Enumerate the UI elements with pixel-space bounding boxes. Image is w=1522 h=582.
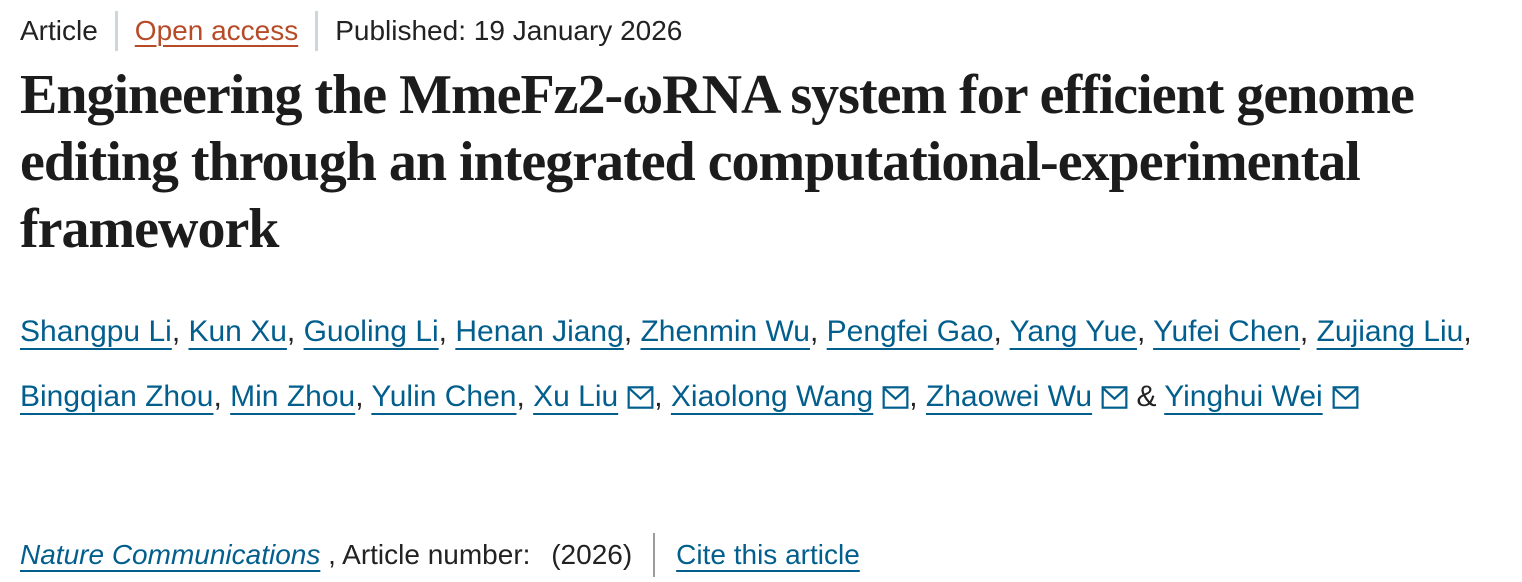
divider — [114, 11, 118, 51]
journal-citation: Nature Communications , Article number: … — [20, 535, 632, 575]
published-info: Published: 19 January 2026 — [335, 11, 682, 51]
author-link[interactable]: Yang Yue — [1009, 315, 1137, 348]
author-separator: , — [1463, 315, 1472, 348]
author-separator: , — [171, 315, 189, 348]
open-access-link[interactable]: Open access — [134, 15, 299, 46]
envelope-icon[interactable] — [627, 364, 654, 429]
author-separator: , — [516, 380, 534, 413]
journal-name-link[interactable]: Nature Communications — [20, 539, 321, 570]
author-link[interactable]: Xiaolong Wang — [670, 380, 874, 413]
author-separator: , — [286, 315, 304, 348]
author-separator: , — [1136, 315, 1154, 348]
author-separator: , — [1299, 315, 1317, 348]
author-separator: , — [213, 380, 231, 413]
author-separator: & — [1128, 380, 1165, 413]
author-link[interactable]: Zhaowei Wu — [925, 380, 1093, 413]
divider — [315, 11, 319, 51]
author-link[interactable]: Min Zhou — [230, 380, 356, 413]
envelope-icon[interactable] — [882, 364, 909, 429]
author-separator: , — [810, 315, 827, 348]
journal-bar: Nature Communications , Article number: … — [20, 533, 1502, 577]
article-title: Engineering the MmeFz2-ωRNA system for e… — [20, 64, 1415, 260]
article-number-label: , Article number: — [320, 539, 539, 570]
cite-this-article-link[interactable]: Cite this article — [676, 539, 860, 570]
author-link[interactable]: Henan Jiang — [455, 315, 624, 348]
author-link[interactable]: Pengfei Gao — [826, 315, 994, 348]
author-separator: , — [909, 380, 926, 413]
author-separator: , — [993, 315, 1010, 348]
author-link[interactable]: Bingqian Zhou — [20, 380, 214, 413]
article-number-value: (2026) — [551, 539, 633, 570]
author-link[interactable]: Zhenmin Wu — [640, 315, 810, 348]
meta-bar: Article Open access Published: 19 Januar… — [20, 10, 1502, 52]
author-link[interactable]: Yufei Chen — [1153, 315, 1300, 348]
article-type-label: Article — [20, 15, 98, 46]
author-separator: , — [438, 315, 456, 348]
author-link[interactable]: Zujiang Liu — [1316, 315, 1464, 348]
divider — [653, 533, 656, 577]
author-link[interactable]: Yinghui Wei — [1164, 380, 1323, 413]
envelope-icon[interactable] — [1332, 364, 1359, 429]
author-separator: , — [623, 315, 641, 348]
author-separator: , — [355, 380, 372, 413]
author-link[interactable]: Shangpu Li — [20, 315, 172, 348]
author-separator: , — [654, 380, 671, 413]
published-label: Published: — [335, 15, 466, 46]
author-link[interactable]: Kun Xu — [188, 315, 287, 348]
author-link[interactable]: Xu Liu — [533, 380, 619, 413]
published-date: 19 January 2026 — [473, 15, 683, 46]
envelope-icon[interactable] — [1101, 364, 1128, 429]
author-list: Shangpu Li, Kun Xu, Guoling Li, Henan Ji… — [20, 299, 1502, 429]
author-link[interactable]: Yulin Chen — [371, 380, 517, 413]
author-link[interactable]: Guoling Li — [303, 315, 439, 348]
